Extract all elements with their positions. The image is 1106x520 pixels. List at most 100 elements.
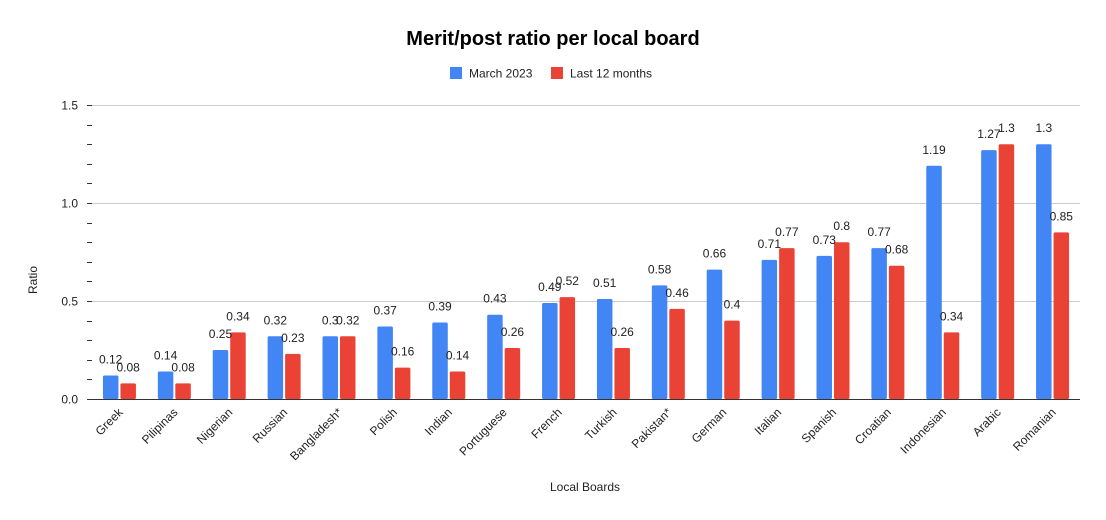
legend-label-march-2023: March 2023 xyxy=(469,67,533,81)
x-category-label: Turkish xyxy=(582,405,619,442)
x-category-label: Pakistan* xyxy=(629,405,675,451)
data-labels: 0.120.080.140.080.250.34 0.320.230.30.320… xyxy=(99,121,1073,374)
x-category-label: Russian xyxy=(250,405,291,446)
x-category-label: Croatian xyxy=(852,405,894,447)
data-label-march-2023: 0.71 xyxy=(758,237,782,251)
bar-march-2023 xyxy=(432,322,448,399)
data-label-march-2023: 0.77 xyxy=(867,225,891,239)
data-label-march-2023: 0.37 xyxy=(373,303,397,317)
data-label-last-12-months: 0.16 xyxy=(391,345,415,359)
bar-march-2023 xyxy=(542,302,558,399)
chart-title: Merit/post ratio per local board xyxy=(406,28,699,50)
bar-march-2023 xyxy=(157,371,174,399)
bar-march-2023 xyxy=(926,165,942,399)
bar-last-12-months xyxy=(834,242,850,399)
data-label-last-12-months: 0.8 xyxy=(833,219,850,233)
data-label-march-2023: 0.43 xyxy=(483,292,507,306)
x-category-label: Bangladesh* xyxy=(287,405,345,463)
bar-march-2023 xyxy=(706,269,723,399)
data-label-last-12-months: 0.34 xyxy=(226,309,250,323)
data-label-march-2023: 0.49 xyxy=(538,280,562,294)
y-axis-ticks: 0.0 0.5 1.0 1.5 xyxy=(61,99,92,407)
x-category-label: Pilipinas xyxy=(139,405,181,447)
bar-last-12-months xyxy=(230,332,246,399)
bar-last-12-months xyxy=(340,336,356,399)
bar-last-12-months xyxy=(614,348,630,399)
y-tick-label: 0.5 xyxy=(61,295,78,309)
bar-march-2023 xyxy=(377,326,393,399)
bar-last-12-months xyxy=(449,371,466,399)
legend-label-last-12-months: Last 12 months xyxy=(570,67,652,81)
bars xyxy=(102,144,1070,399)
x-category-label: Romanian xyxy=(1010,405,1059,454)
x-category-label: Spanish xyxy=(799,405,840,446)
y-axis-title: Ratio xyxy=(26,266,40,294)
bar-last-12-months xyxy=(779,248,795,399)
legend-swatch-march-2023 xyxy=(450,67,462,79)
bar-last-12-months xyxy=(394,367,411,399)
data-label-last-12-months: 0.14 xyxy=(446,349,470,363)
gridlines xyxy=(92,105,1080,302)
x-category-label: German xyxy=(689,405,730,446)
y-tick-label: 0.0 xyxy=(61,393,78,407)
data-label-march-2023: 0.51 xyxy=(593,276,617,290)
x-category-label: Arabic xyxy=(970,405,1004,439)
bar-march-2023 xyxy=(761,259,778,399)
x-axis-categories: Greek Pilipinas Nigerian RussianBangladesh*… xyxy=(93,405,1059,464)
bar-march-2023 xyxy=(1036,144,1052,399)
data-label-last-12-months: 0.34 xyxy=(940,309,964,323)
bar-march-2023 xyxy=(816,255,832,399)
data-label-last-12-months: 0.77 xyxy=(775,225,799,239)
bar-last-12-months xyxy=(1053,232,1070,399)
data-label-last-12-months: 0.26 xyxy=(611,325,635,339)
bar-last-12-months xyxy=(724,320,740,399)
bar-march-2023 xyxy=(871,248,887,399)
data-label-last-12-months: 0.68 xyxy=(885,243,909,257)
x-category-label: Polish xyxy=(367,405,400,438)
data-label-last-12-months: 0.08 xyxy=(117,360,141,374)
bar-last-12-months xyxy=(669,308,685,399)
data-label-march-2023: 1.27 xyxy=(977,127,1001,141)
data-label-march-2023: 0.14 xyxy=(154,349,178,363)
data-label-last-12-months: 1.3 xyxy=(998,121,1015,135)
data-label-last-12-months: 0.85 xyxy=(1050,209,1074,223)
bar-march-2023 xyxy=(651,285,668,399)
bar-last-12-months xyxy=(120,383,136,399)
data-label-march-2023: 1.3 xyxy=(1035,121,1052,135)
data-label-march-2023: 0.66 xyxy=(703,247,727,261)
legend: March 2023 Last 12 months xyxy=(450,67,652,81)
x-category-label: Portuguese xyxy=(456,405,510,459)
bar-march-2023 xyxy=(102,375,119,399)
x-category-label: French xyxy=(528,405,564,441)
bar-last-12-months xyxy=(559,297,576,399)
y-tick-label: 1.0 xyxy=(61,197,78,211)
data-label-last-12-months: 0.52 xyxy=(556,274,580,288)
legend-swatch-last-12-months xyxy=(551,67,563,79)
bar-march-2023 xyxy=(487,314,503,399)
data-label-march-2023: 0.39 xyxy=(428,300,452,314)
bar-march-2023 xyxy=(212,350,229,399)
bar-last-12-months xyxy=(285,353,301,399)
data-label-march-2023: 0.58 xyxy=(648,262,672,276)
data-label-march-2023: 0.25 xyxy=(209,327,233,341)
data-label-march-2023: 0.3 xyxy=(322,313,339,327)
data-label-last-12-months: 0.08 xyxy=(171,360,195,374)
data-label-last-12-months: 0.26 xyxy=(501,325,525,339)
bar-march-2023 xyxy=(981,150,997,399)
bar-last-12-months xyxy=(175,383,191,399)
bar-march-2023 xyxy=(322,336,338,399)
bar-march-2023 xyxy=(267,336,284,399)
x-category-label: Greek xyxy=(93,405,127,439)
bar-last-12-months xyxy=(943,332,960,399)
data-label-march-2023: 0.12 xyxy=(99,352,123,366)
data-label-last-12-months: 0.32 xyxy=(336,313,360,327)
x-category-label: Indian xyxy=(422,405,455,438)
data-label-last-12-months: 0.23 xyxy=(281,331,305,345)
bar-last-12-months xyxy=(888,265,905,399)
x-axis-title: Local Boards xyxy=(550,480,620,494)
data-label-march-2023: 0.73 xyxy=(813,233,837,247)
x-category-label: Indonesian xyxy=(897,405,948,456)
x-category-label: Nigerian xyxy=(194,405,236,447)
